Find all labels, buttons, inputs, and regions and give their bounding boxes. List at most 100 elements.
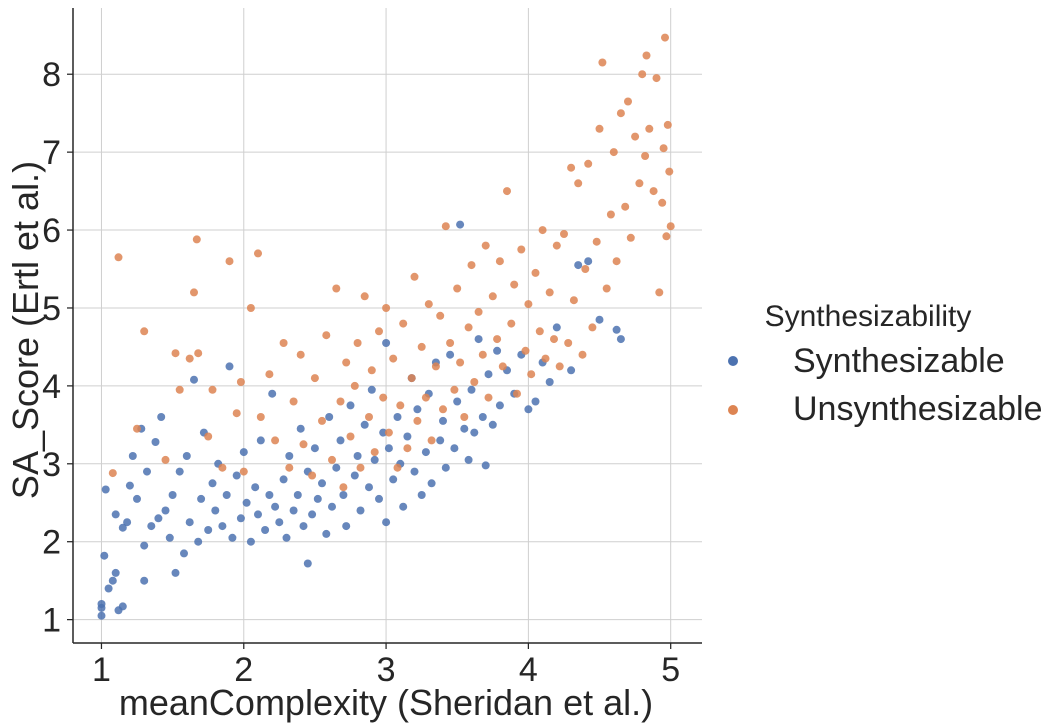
scatter-point [114,253,123,262]
scatter-point [527,370,536,379]
y-tick-label: 3 [42,446,61,484]
series-synthesizable [97,220,625,620]
scatter-point [171,568,180,577]
scatter-point [265,370,274,379]
scatter-point [299,522,308,531]
scatter-point [524,300,533,309]
scatter-point [125,481,134,490]
scatter-point [140,541,149,550]
y-tick-label: 1 [42,602,61,640]
scatter-point [470,378,479,386]
scatter-point [410,467,419,476]
scatter-point [285,452,294,460]
scatter-point [484,370,493,379]
scatter-point [289,397,298,406]
scatter-point [612,257,621,266]
scatter-point [154,514,163,523]
scatter-point [336,397,345,406]
scatter-point [436,311,445,320]
scatter-point [228,533,237,542]
scatter-point [560,230,568,238]
scatter-point [441,222,450,231]
scatter-point [256,413,265,421]
scatter-point [211,506,220,515]
scatter-point [588,323,597,332]
scatter-point [513,389,521,398]
scatter-point [450,444,459,453]
scatter-point [157,413,166,421]
scatter-point [246,537,255,546]
scatter-point [584,257,593,266]
scatter-point [456,358,465,367]
scatter-point [550,335,558,344]
scatter-point [662,232,671,241]
scatter-point [367,366,376,375]
scatter-point [524,405,533,414]
scatter-point [545,288,554,297]
scatter-point [133,424,141,433]
x-tick-label: 2 [234,651,253,689]
scatter-point [642,51,651,60]
scatter-point [612,325,621,334]
scatter-point [322,331,331,340]
gridlines [73,8,702,643]
scatter-point [659,144,668,153]
scatter-point [424,300,433,309]
series-unsynthesizable [108,33,675,492]
scatter-point [474,307,483,316]
scatter-point [192,235,201,244]
scatter-point [299,440,308,449]
scatter-point [279,339,288,347]
legend-label-unsynthesizable: Unsynthesizable [793,390,1042,428]
scatter-point [602,284,611,293]
scatter-point [208,385,217,394]
scatter-point [322,529,331,538]
scatter-point [140,576,149,585]
scatter-point [453,397,462,406]
y-tick-label: 2 [42,524,61,562]
scatter-point [222,491,231,499]
scatter-point [271,502,280,511]
scatter-point [318,479,326,488]
scatter-point [342,358,351,367]
scatter-point [218,522,227,531]
scatter-point [197,494,206,503]
legend-swatch-unsynthesizable [728,405,738,415]
scatter-point [242,498,251,507]
scatter-point [488,292,497,301]
scatter-point [325,413,334,421]
scatter-point [541,354,550,363]
scatter-point [470,428,479,437]
scatter-point [446,350,455,359]
scatter-point [393,413,402,421]
scatter-point [143,467,151,476]
scatter-point [626,233,635,242]
scatter-point [460,413,469,421]
scatter-point [396,401,405,410]
scatter-point [225,257,234,266]
scatter-point [328,502,336,511]
scatter-point [538,226,547,235]
scatter-point [456,220,465,229]
scatter-point [578,350,587,359]
scatter-point [308,471,317,480]
scatter-point [180,549,188,558]
scatter-point [236,514,245,523]
scatter-point [104,584,113,593]
scatter-point [574,261,583,270]
scatter-point [339,483,348,492]
scatter-point [493,346,502,355]
scatter-point [182,452,191,460]
scatter-point [151,438,160,446]
scatter-point [413,405,422,414]
scatter-point [413,416,422,425]
scatter-point [393,463,402,472]
scatter-point [194,349,203,358]
scatter-point [552,323,561,332]
scatter-point [517,245,526,254]
scatter-point [631,132,640,141]
scatter-point [239,448,248,457]
scatter-point [567,163,576,172]
scatter-point [384,444,393,453]
scatter-point [111,510,120,519]
